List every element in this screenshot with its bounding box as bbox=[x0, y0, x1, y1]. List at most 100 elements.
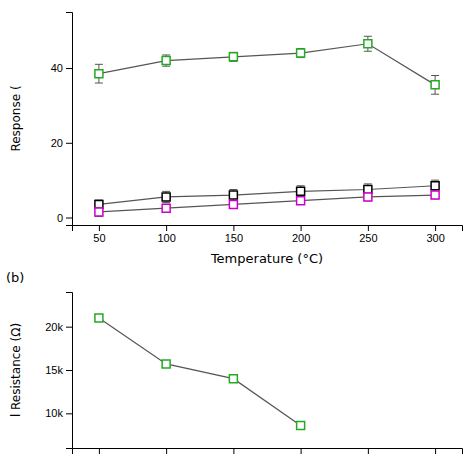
tick-mark bbox=[368, 225, 369, 231]
tick-label: 10k bbox=[45, 407, 63, 419]
marker bbox=[162, 193, 170, 201]
marker bbox=[297, 187, 305, 195]
marker bbox=[297, 421, 305, 429]
panel: 10k 15k 20k l Resistance (Ω) (b) bbox=[6, 270, 463, 454]
marker bbox=[95, 70, 103, 78]
marker bbox=[229, 200, 237, 208]
error-bar bbox=[297, 197, 305, 204]
y-axis-title: l Resistance (Ω) bbox=[9, 323, 23, 417]
tick-label: 20k bbox=[45, 321, 63, 333]
panel-label: (b) bbox=[6, 270, 24, 285]
error-bar bbox=[229, 190, 237, 201]
tick: 40 bbox=[51, 62, 72, 74]
marker bbox=[229, 53, 237, 61]
error-bar bbox=[162, 204, 170, 211]
tick bbox=[368, 448, 369, 454]
tick bbox=[435, 448, 436, 454]
tick-mark bbox=[99, 448, 100, 454]
marker bbox=[95, 314, 103, 322]
series bbox=[95, 36, 439, 94]
tick: 15k bbox=[45, 364, 72, 376]
error-bar bbox=[162, 191, 170, 202]
tick bbox=[166, 448, 167, 454]
x-axis-line bbox=[73, 449, 463, 455]
tick-mark bbox=[66, 327, 72, 328]
tick: 100 bbox=[157, 225, 175, 244]
tick: 150 bbox=[225, 225, 243, 244]
tick-label: 100 bbox=[157, 232, 175, 244]
x-axis-line bbox=[73, 226, 463, 232]
panel: 5010015020025030002040Temperature (°C)Re… bbox=[9, 13, 463, 267]
marker bbox=[95, 208, 103, 216]
tick-label: 0 bbox=[57, 212, 63, 224]
series-line bbox=[99, 186, 435, 205]
x-axis: 50 100 150 200 250 300 bbox=[73, 225, 463, 244]
tick-label: 150 bbox=[225, 232, 243, 244]
series bbox=[95, 191, 439, 216]
tick bbox=[99, 448, 100, 454]
tick-mark bbox=[435, 225, 436, 231]
tick-mark bbox=[301, 448, 302, 454]
tick-label: 20 bbox=[51, 137, 63, 149]
marker bbox=[162, 360, 170, 368]
marker bbox=[431, 191, 439, 199]
error-bar bbox=[95, 207, 103, 216]
error-bar bbox=[162, 55, 170, 66]
error-bar bbox=[297, 49, 305, 58]
marker bbox=[229, 375, 237, 383]
series bbox=[95, 314, 305, 429]
tick-mark bbox=[66, 413, 72, 414]
tick-mark bbox=[233, 225, 234, 231]
error-bar bbox=[95, 64, 103, 83]
error-bar bbox=[431, 76, 439, 95]
error-bar bbox=[297, 186, 305, 197]
tick-label: 50 bbox=[93, 232, 105, 244]
marker bbox=[229, 191, 237, 199]
tick-mark bbox=[233, 448, 234, 454]
y-axis-line bbox=[66, 293, 73, 449]
series-line bbox=[99, 318, 301, 425]
tick-mark bbox=[66, 218, 72, 219]
tick: 50 bbox=[93, 225, 105, 244]
series-line bbox=[99, 44, 435, 85]
marker bbox=[297, 49, 305, 57]
tick-mark bbox=[301, 225, 302, 231]
error-bar bbox=[431, 180, 439, 191]
tick: 20k bbox=[45, 321, 72, 333]
marker bbox=[364, 193, 372, 201]
tick-label: 200 bbox=[292, 232, 310, 244]
tick-label: 40 bbox=[51, 62, 63, 74]
plot-area bbox=[95, 314, 305, 429]
tick-mark bbox=[435, 448, 436, 454]
tick-mark bbox=[166, 448, 167, 454]
tick-mark bbox=[66, 68, 72, 69]
y-axis: 10k 15k 20k bbox=[45, 293, 72, 449]
marker bbox=[162, 204, 170, 212]
error-bar bbox=[431, 191, 439, 198]
tick: 10k bbox=[45, 407, 72, 419]
tick-mark bbox=[66, 143, 72, 144]
series bbox=[95, 180, 439, 209]
tick: 0 bbox=[57, 212, 72, 224]
tick: 200 bbox=[292, 225, 310, 244]
error-bar bbox=[229, 201, 237, 208]
error-bar bbox=[364, 193, 372, 200]
tick-mark bbox=[66, 370, 72, 371]
tick bbox=[301, 448, 302, 454]
tick-mark bbox=[166, 225, 167, 231]
marker bbox=[297, 197, 305, 205]
marker bbox=[431, 182, 439, 190]
error-bar bbox=[229, 52, 237, 61]
tick-mark bbox=[99, 225, 100, 231]
x-axis-title: Temperature (°C) bbox=[210, 251, 323, 266]
tick-label: 250 bbox=[359, 232, 377, 244]
tick-label: 300 bbox=[426, 232, 444, 244]
tick: 300 bbox=[426, 225, 444, 244]
plot-area bbox=[95, 36, 439, 216]
y-axis-line bbox=[66, 13, 73, 226]
x-axis bbox=[73, 448, 463, 454]
marker bbox=[162, 57, 170, 65]
tick-mark bbox=[368, 448, 369, 454]
tick-label: 15k bbox=[45, 364, 63, 376]
y-axis: 0 20 40 bbox=[51, 13, 73, 226]
